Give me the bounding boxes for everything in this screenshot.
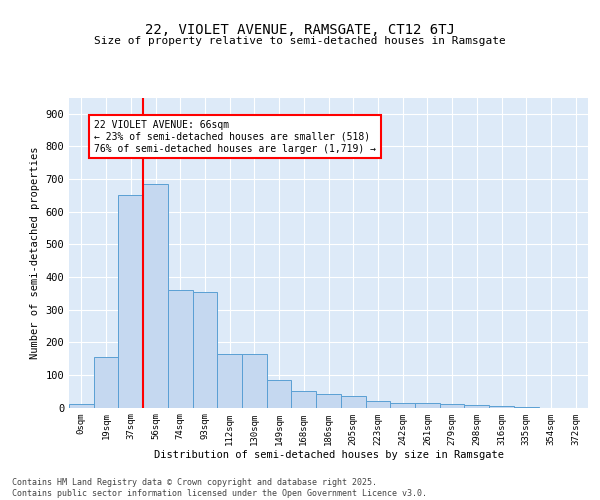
Bar [489, 406, 514, 407]
X-axis label: Distribution of semi-detached houses by size in Ramsgate: Distribution of semi-detached houses by … [154, 450, 503, 460]
Text: 22, VIOLET AVENUE, RAMSGATE, CT12 6TJ: 22, VIOLET AVENUE, RAMSGATE, CT12 6TJ [145, 22, 455, 36]
Bar [464, 405, 489, 407]
Bar [143, 184, 168, 408]
Text: Contains HM Land Registry data © Crown copyright and database right 2025.
Contai: Contains HM Land Registry data © Crown c… [12, 478, 427, 498]
Bar [118, 196, 143, 408]
Bar [292, 391, 316, 407]
Bar [514, 406, 539, 408]
Bar [341, 396, 365, 407]
Bar [440, 404, 464, 407]
Text: 22 VIOLET AVENUE: 66sqm
← 23% of semi-detached houses are smaller (518)
76% of s: 22 VIOLET AVENUE: 66sqm ← 23% of semi-de… [94, 120, 376, 154]
Bar [217, 354, 242, 408]
Y-axis label: Number of semi-detached properties: Number of semi-detached properties [30, 146, 40, 359]
Text: Size of property relative to semi-detached houses in Ramsgate: Size of property relative to semi-detach… [94, 36, 506, 46]
Bar [242, 354, 267, 408]
Bar [365, 401, 390, 407]
Bar [390, 402, 415, 407]
Bar [316, 394, 341, 407]
Bar [415, 402, 440, 407]
Bar [94, 357, 118, 408]
Bar [69, 404, 94, 407]
Bar [193, 292, 217, 408]
Bar [267, 380, 292, 407]
Bar [168, 290, 193, 408]
